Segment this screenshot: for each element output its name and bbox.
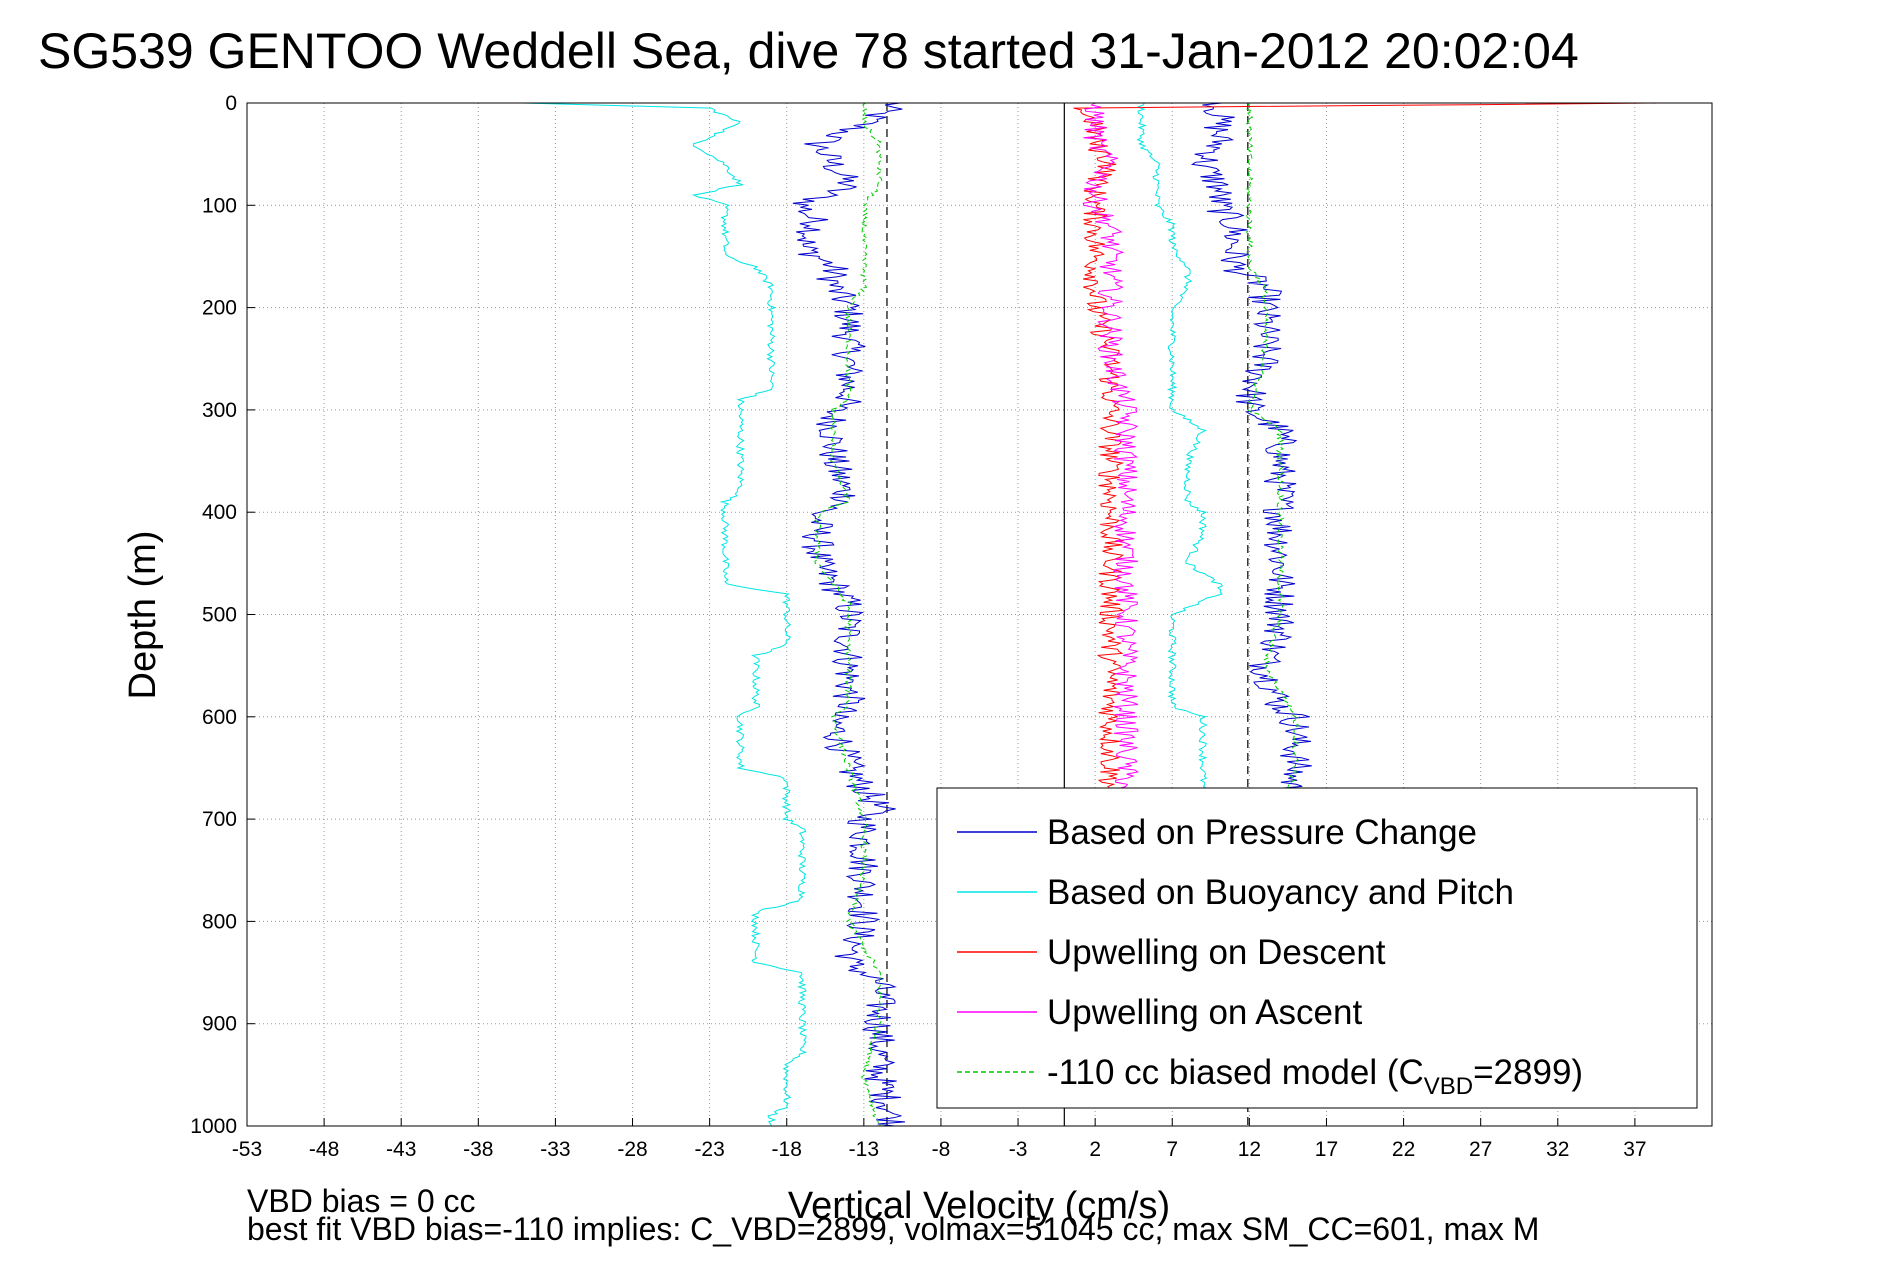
- legend: Based on Pressure Change Based on Buoyanc…: [936, 787, 1698, 1109]
- legend-label: Upwelling on Descent: [1047, 933, 1386, 972]
- y-tick-label: 500: [202, 604, 237, 627]
- x-tick-label: -33: [540, 1138, 570, 1161]
- legend-label: Upwelling on Ascent: [1047, 993, 1362, 1032]
- x-tick-labels: -53 -48 -43 -38 -33 -28 -23 -18 -13 -8 -3 2 7 12 17 22 2…: [232, 1118, 1647, 1161]
- x-tick-label: -28: [617, 1138, 647, 1161]
- legend-label: Based on Pressure Change: [1047, 813, 1477, 852]
- y-tick-label: 700: [202, 808, 237, 831]
- x-tick-label: -18: [772, 1138, 802, 1161]
- x-tick-label: -3: [1009, 1138, 1028, 1161]
- y-tick-label: 800: [202, 910, 237, 933]
- legend-label: Based on Buoyancy and Pitch: [1047, 873, 1514, 912]
- series-line-1-ascent: [1136, 102, 1224, 800]
- chart-title: SG539 GENTOO Weddell Sea, dive 78 starte…: [38, 23, 1579, 79]
- x-tick-label: 27: [1469, 1138, 1492, 1161]
- series-line-4-descent: [814, 102, 884, 1127]
- x-tick-label: -8: [932, 1138, 951, 1161]
- series-line-0-descent: [792, 102, 906, 1127]
- y-tick-label: 0: [225, 92, 237, 115]
- y-tick-label: 200: [202, 297, 237, 320]
- x-tick-label: 2: [1089, 1138, 1101, 1161]
- y-axis-label: Depth (m): [122, 531, 164, 700]
- y-tick-label: 300: [202, 399, 237, 422]
- x-tick-label: -43: [386, 1138, 416, 1161]
- y-tick-label: 400: [202, 501, 237, 524]
- y-tick-label: 900: [202, 1013, 237, 1036]
- best-fit-note: best fit VBD bias=-110 implies: C_VBD=28…: [247, 1211, 1539, 1247]
- y-tick-labels: 0 100 200 300 400 500 600 700 800 900 1000: [190, 92, 255, 1138]
- y-tick-label: 1000: [190, 1115, 237, 1138]
- x-tick-label: 22: [1392, 1138, 1415, 1161]
- y-tick-label: 100: [202, 194, 237, 217]
- x-tick-label: 37: [1623, 1138, 1646, 1161]
- vbd-bias-note: VBD bias = 0 cc: [247, 1183, 476, 1219]
- x-tick-label: -48: [309, 1138, 339, 1161]
- series-lines: [522, 102, 1659, 1127]
- x-axis-label: Vertical Velocity (cm/s): [788, 1185, 1170, 1227]
- x-tick-label: 7: [1166, 1138, 1178, 1161]
- series-line-0-ascent: [1190, 102, 1312, 820]
- series-line-4-ascent: [1245, 102, 1300, 820]
- x-tick-label: -23: [694, 1138, 724, 1161]
- series-line-3-ascent: [1082, 102, 1139, 800]
- x-tick-label: 12: [1238, 1138, 1261, 1161]
- legend-label: -110 cc biased model (CVBD=2899): [1047, 1053, 1583, 1100]
- x-tick-label: -38: [463, 1138, 493, 1161]
- x-tick-label: 17: [1315, 1138, 1338, 1161]
- legend-box: [936, 787, 1698, 1109]
- x-tick-label: -13: [849, 1138, 879, 1161]
- x-tick-label: 32: [1546, 1138, 1569, 1161]
- y-tick-label: 600: [202, 706, 237, 729]
- series-line-1-descent: [522, 102, 808, 1127]
- x-tick-label: -53: [232, 1138, 262, 1161]
